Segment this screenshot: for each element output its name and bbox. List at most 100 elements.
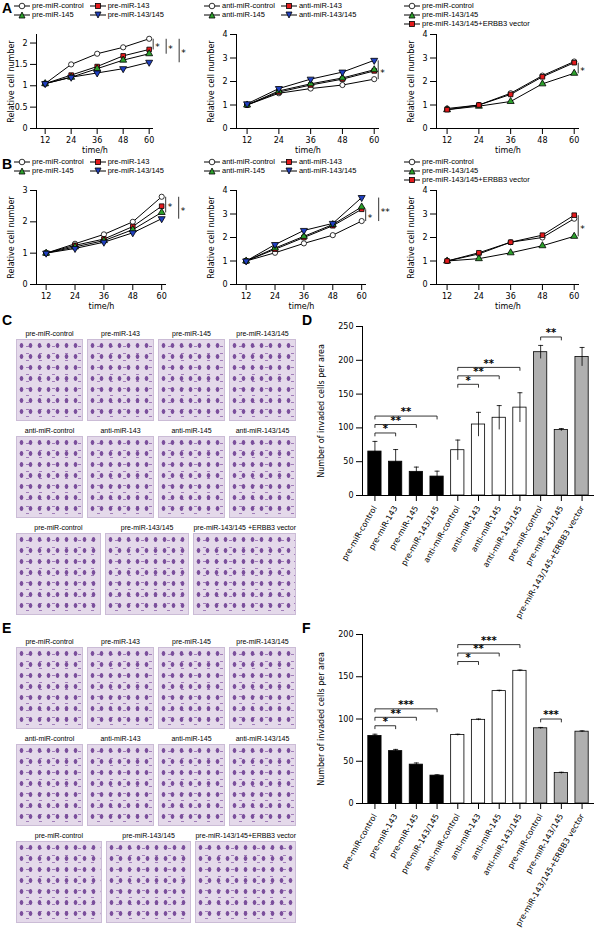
svg-text:24: 24 xyxy=(66,136,76,145)
svg-text:Number of invaded cells per ar: Number of invaded cells per area xyxy=(317,652,326,786)
svg-text:3: 3 xyxy=(222,54,227,63)
svg-text:0: 0 xyxy=(348,799,353,808)
svg-text:time/h: time/h xyxy=(89,302,115,311)
svg-text:250: 250 xyxy=(338,322,353,331)
svg-text:60: 60 xyxy=(157,292,167,301)
svg-text:36: 36 xyxy=(306,136,316,145)
svg-text:60: 60 xyxy=(369,136,379,145)
svg-text:2: 2 xyxy=(422,77,427,86)
svg-text:*: * xyxy=(181,206,186,216)
svg-text:12: 12 xyxy=(40,136,50,145)
svg-text:3: 3 xyxy=(422,210,427,219)
svg-text:anti-miR-control: anti-miR-control xyxy=(422,812,462,872)
svg-text:24: 24 xyxy=(270,292,280,301)
svg-text:*: * xyxy=(383,423,389,434)
svg-text:Relative cell number: Relative cell number xyxy=(407,40,416,123)
svg-text:*: * xyxy=(368,213,373,223)
svg-text:36: 36 xyxy=(506,136,516,145)
svg-text:2: 2 xyxy=(22,217,27,226)
svg-text:1: 1 xyxy=(422,101,427,110)
svg-text:time/h: time/h xyxy=(495,302,521,311)
svg-text:Relative cell number: Relative cell number xyxy=(207,40,216,123)
svg-text:0: 0 xyxy=(222,124,227,133)
svg-text:4: 4 xyxy=(422,30,427,39)
svg-text:*: * xyxy=(383,716,389,727)
svg-text:Relative cell number: Relative cell number xyxy=(407,196,416,279)
svg-text:60: 60 xyxy=(569,136,579,145)
svg-text:1: 1 xyxy=(22,81,27,90)
svg-text:*: * xyxy=(580,224,585,234)
svg-text:50: 50 xyxy=(343,757,353,766)
svg-text:50: 50 xyxy=(343,457,353,466)
svg-text:48: 48 xyxy=(128,292,138,301)
svg-text:1: 1 xyxy=(22,249,27,258)
svg-text:0.5: 0.5 xyxy=(15,103,28,112)
svg-text:3: 3 xyxy=(422,54,427,63)
svg-text:*: * xyxy=(181,48,186,58)
svg-text:pre-miR-control: pre-miR-control xyxy=(340,812,379,870)
svg-text:36: 36 xyxy=(92,136,102,145)
svg-text:48: 48 xyxy=(337,136,347,145)
svg-text:1: 1 xyxy=(222,257,227,266)
svg-text:48: 48 xyxy=(537,292,547,301)
svg-text:1.5: 1.5 xyxy=(15,60,28,69)
svg-text:24: 24 xyxy=(274,136,284,145)
svg-text:24: 24 xyxy=(474,136,484,145)
svg-text:36: 36 xyxy=(99,292,109,301)
svg-text:time/h: time/h xyxy=(289,302,315,311)
svg-text:4: 4 xyxy=(222,30,227,39)
svg-text:100: 100 xyxy=(338,423,353,432)
svg-text:***: *** xyxy=(543,709,559,720)
svg-text:24: 24 xyxy=(474,292,484,301)
svg-text:anti-miR-control: anti-miR-control xyxy=(422,504,462,564)
svg-text:0: 0 xyxy=(348,491,353,500)
svg-text:12: 12 xyxy=(241,292,251,301)
svg-text:time/h: time/h xyxy=(495,146,521,155)
svg-text:**: ** xyxy=(546,327,557,338)
svg-text:150: 150 xyxy=(338,390,353,399)
svg-text:0: 0 xyxy=(22,280,27,289)
svg-text:**: ** xyxy=(381,207,391,217)
svg-text:0: 0 xyxy=(22,124,27,133)
svg-text:Relative cell number: Relative cell number xyxy=(7,196,16,279)
svg-text:1: 1 xyxy=(422,257,427,266)
svg-text:2: 2 xyxy=(222,233,227,242)
svg-text:12: 12 xyxy=(41,292,51,301)
svg-text:2: 2 xyxy=(422,233,427,242)
svg-text:48: 48 xyxy=(537,136,547,145)
svg-text:*: * xyxy=(466,374,472,385)
svg-text:*: * xyxy=(168,202,173,212)
svg-text:4: 4 xyxy=(222,186,227,195)
svg-text:12: 12 xyxy=(442,136,452,145)
svg-text:*: * xyxy=(580,66,585,76)
svg-text:3: 3 xyxy=(22,186,27,195)
svg-text:60: 60 xyxy=(569,292,579,301)
svg-text:**: ** xyxy=(401,406,412,417)
svg-text:2: 2 xyxy=(222,77,227,86)
svg-text:60: 60 xyxy=(144,136,154,145)
svg-text:200: 200 xyxy=(338,356,353,365)
svg-text:***: *** xyxy=(481,635,497,646)
svg-text:**: ** xyxy=(484,358,495,369)
svg-text:0: 0 xyxy=(422,124,427,133)
svg-text:Number of invaded cells per ar: Number of invaded cells per area xyxy=(317,344,326,478)
svg-text:0: 0 xyxy=(222,280,227,289)
svg-text:100: 100 xyxy=(338,715,353,724)
svg-text:0: 0 xyxy=(422,280,427,289)
svg-text:2: 2 xyxy=(22,39,27,48)
svg-text:pre-miR-143/145+ERBB3 vector: pre-miR-143/145+ERBB3 vector xyxy=(514,504,586,621)
svg-text:36: 36 xyxy=(299,292,309,301)
svg-text:4: 4 xyxy=(422,186,427,195)
svg-text:150: 150 xyxy=(338,672,353,681)
svg-text:pre-miR-143/145+ERBB3 vector: pre-miR-143/145+ERBB3 vector xyxy=(514,812,586,929)
svg-text:pre-miR-control: pre-miR-control xyxy=(340,504,379,562)
svg-text:Relative cell number: Relative cell number xyxy=(207,196,216,279)
svg-text:***: *** xyxy=(398,699,414,710)
svg-text:*: * xyxy=(155,42,160,52)
svg-text:time/h: time/h xyxy=(295,146,321,155)
svg-text:60: 60 xyxy=(357,292,367,301)
svg-text:*: * xyxy=(168,44,173,54)
svg-text:1: 1 xyxy=(222,101,227,110)
svg-text:48: 48 xyxy=(118,136,128,145)
svg-text:48: 48 xyxy=(328,292,338,301)
